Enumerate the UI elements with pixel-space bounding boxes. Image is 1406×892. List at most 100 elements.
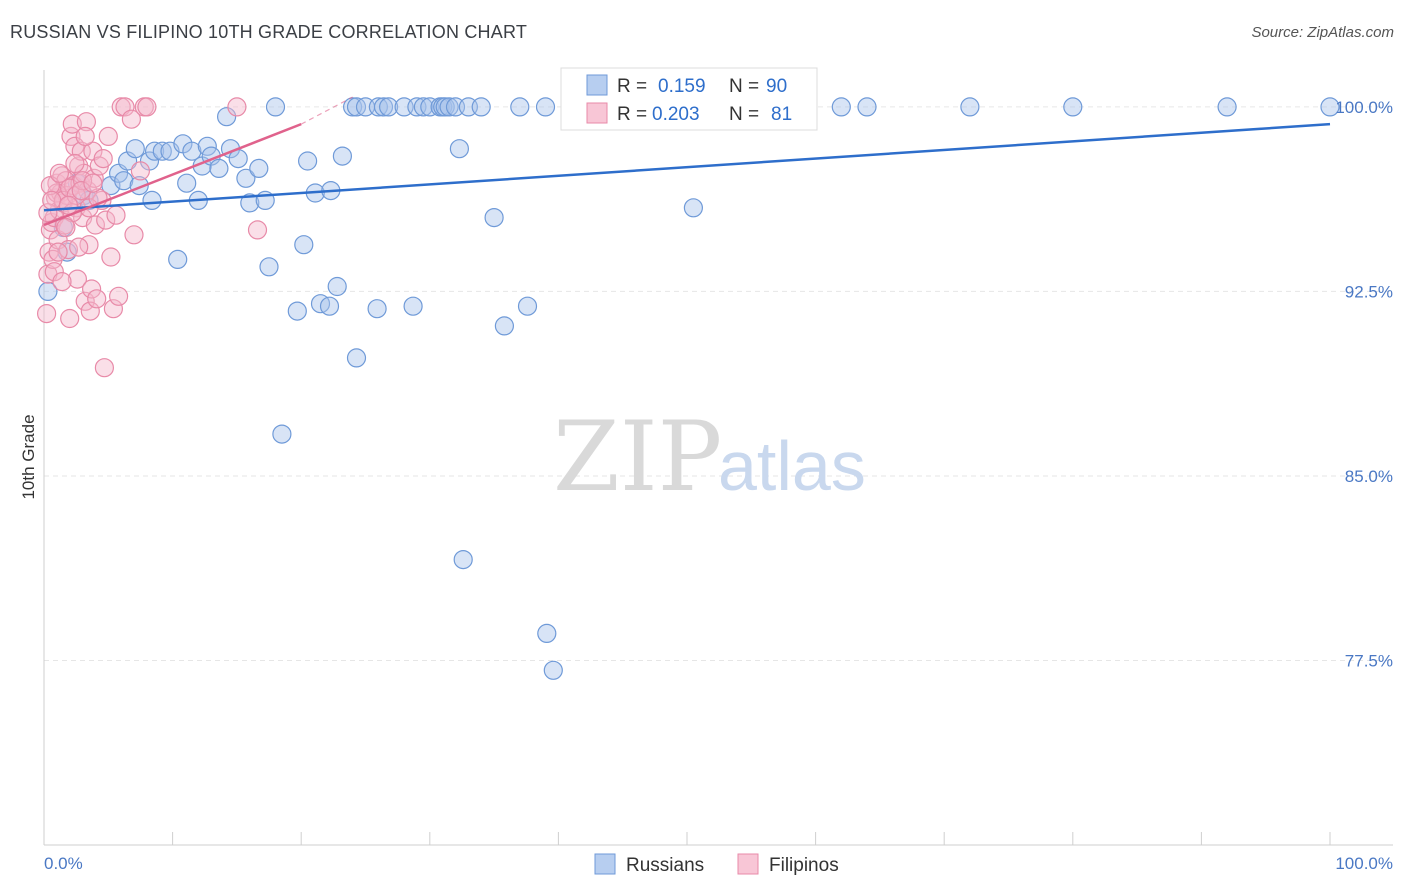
point-russians-45 bbox=[367, 299, 387, 319]
point-filipinos-24 bbox=[67, 269, 88, 289]
chart-title: RUSSIAN VS FILIPINO 10TH GRADE CORRELATI… bbox=[10, 22, 528, 42]
point-russians-69 bbox=[439, 97, 459, 117]
bottom-legend-swatch-filipinos bbox=[737, 853, 759, 875]
legend-swatch-filipinos bbox=[586, 102, 608, 124]
point-russians-33 bbox=[259, 257, 279, 277]
y-tick-label-2: 85.0% bbox=[1345, 467, 1393, 486]
point-russians-59 bbox=[368, 97, 388, 117]
x-tick-label-min: 0.0% bbox=[44, 854, 83, 873]
point-filipinos-48 bbox=[108, 286, 129, 306]
point-russians-37 bbox=[298, 151, 318, 171]
axes bbox=[43, 70, 1393, 846]
point-russians-26 bbox=[217, 107, 237, 127]
point-filipinos-80 bbox=[52, 272, 72, 292]
point-filipinos-55 bbox=[137, 97, 157, 117]
point-filipinos-78 bbox=[71, 181, 91, 201]
y-tick-label-0: 100.0% bbox=[1335, 98, 1393, 117]
trend-lines bbox=[43, 96, 1331, 227]
legend-r-label-2: R = bbox=[617, 104, 647, 125]
point-filipinos-66 bbox=[44, 262, 64, 282]
point-filipinos-73 bbox=[65, 153, 85, 174]
data-points bbox=[36, 97, 1340, 680]
point-filipinos-35 bbox=[81, 279, 102, 299]
legend-n-label-2: N = bbox=[729, 104, 759, 125]
point-filipinos-76 bbox=[42, 190, 62, 210]
point-filipinos-75 bbox=[93, 149, 113, 169]
point-russians-48 bbox=[453, 549, 473, 570]
point-russians-40 bbox=[319, 296, 340, 316]
point-russians-25 bbox=[209, 158, 229, 178]
point-filipinos-71 bbox=[38, 203, 58, 223]
point-russians-54 bbox=[683, 198, 704, 218]
point-russians-8 bbox=[114, 171, 134, 191]
point-russians-53 bbox=[543, 660, 563, 680]
point-russians-73 bbox=[510, 97, 530, 117]
gridlines bbox=[44, 106, 1393, 661]
point-russians-50 bbox=[494, 316, 514, 336]
point-russians-31 bbox=[249, 158, 269, 178]
point-russians-17 bbox=[168, 249, 188, 269]
watermark-atlas: atlas bbox=[718, 427, 866, 505]
point-filipinos-43 bbox=[96, 210, 116, 230]
point-filipinos-64 bbox=[49, 163, 70, 183]
point-russians-89 bbox=[1320, 97, 1340, 117]
point-russians-19 bbox=[177, 173, 197, 193]
trend-line-filipinos bbox=[43, 122, 302, 227]
point-filipinos-0 bbox=[36, 304, 57, 324]
bottom-legend-russians: Russians bbox=[626, 855, 704, 876]
point-russians-49 bbox=[484, 208, 504, 228]
point-russians-30 bbox=[240, 193, 260, 213]
watermark-zip: ZIP bbox=[553, 401, 722, 513]
source-label: Source: ZipAtlas.com bbox=[1251, 24, 1394, 41]
point-russians-61 bbox=[379, 97, 399, 117]
point-russians-72 bbox=[471, 97, 491, 117]
point-russians-84 bbox=[831, 97, 851, 117]
legend-box: R = 0.159 N = 90 R = 0.203 N = 81 bbox=[560, 67, 818, 131]
bottom-legend: Russians Filipinos bbox=[594, 853, 839, 876]
point-russians-23 bbox=[197, 136, 217, 156]
point-russians-52 bbox=[537, 623, 557, 644]
point-filipinos-39 bbox=[87, 289, 107, 309]
point-russians-46 bbox=[403, 296, 423, 316]
point-russians-15 bbox=[152, 141, 172, 161]
point-filipinos-74 bbox=[75, 126, 95, 146]
legend-r-value-1: 0.159 bbox=[658, 76, 706, 97]
point-filipinos-20 bbox=[62, 114, 82, 134]
bottom-legend-filipinos: Filipinos bbox=[769, 855, 839, 876]
point-russians-14 bbox=[142, 190, 162, 210]
point-filipinos-52 bbox=[124, 225, 144, 245]
point-russians-55 bbox=[265, 97, 286, 117]
point-filipinos-56 bbox=[227, 97, 247, 117]
legend-swatch-russians bbox=[586, 74, 608, 96]
watermark: ZIP atlas bbox=[553, 401, 866, 513]
point-filipinos-79 bbox=[83, 173, 103, 193]
point-filipinos-72 bbox=[48, 242, 68, 262]
point-russians-44 bbox=[346, 348, 367, 368]
point-russians-36 bbox=[294, 235, 314, 255]
y-tick-label-1: 92.5% bbox=[1345, 282, 1393, 301]
point-filipinos-38 bbox=[85, 215, 106, 235]
point-filipinos-42 bbox=[94, 358, 115, 378]
point-filipinos-34 bbox=[80, 301, 100, 321]
trend-line-russians bbox=[43, 122, 1331, 212]
y-axis-title: 10th Grade bbox=[19, 414, 38, 499]
point-filipinos-47 bbox=[106, 205, 126, 225]
legend-r-value-2: 0.203 bbox=[652, 104, 700, 125]
y-tick-labels: 100.0% 92.5% 85.0% 77.5% bbox=[1335, 98, 1393, 671]
point-filipinos-77 bbox=[58, 195, 79, 215]
point-russians-0 bbox=[38, 281, 58, 301]
point-filipinos-67 bbox=[56, 217, 76, 238]
point-russians-86 bbox=[960, 97, 980, 117]
point-filipinos-27 bbox=[71, 141, 91, 161]
point-filipinos-53 bbox=[130, 161, 150, 181]
legend-n-value-1: 90 bbox=[766, 76, 787, 97]
point-russians-85 bbox=[857, 97, 877, 117]
point-filipinos-50 bbox=[115, 97, 135, 117]
point-filipinos-57 bbox=[247, 220, 268, 240]
point-russians-29 bbox=[236, 168, 256, 188]
point-filipinos-18 bbox=[60, 308, 80, 329]
point-filipinos-68 bbox=[69, 237, 89, 257]
legend-r-label-1: R = bbox=[617, 76, 647, 97]
trend-line-ext-filipinos bbox=[300, 96, 353, 125]
